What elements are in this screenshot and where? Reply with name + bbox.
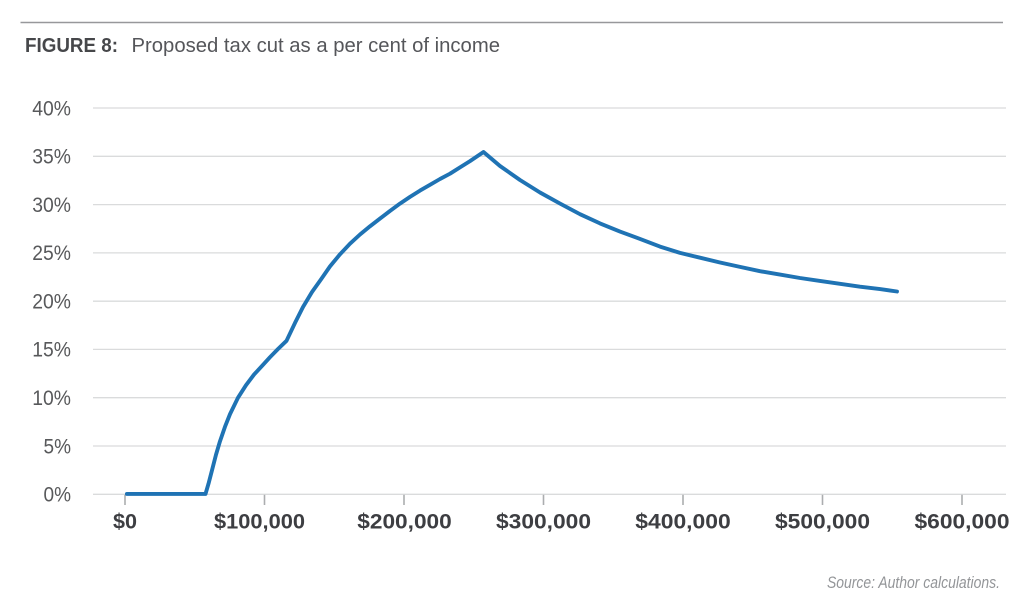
svg-text:$100,000: $100,000 [214, 510, 305, 533]
svg-text:FIGURE 8:: FIGURE 8: [25, 34, 118, 57]
svg-text:Proposed tax cut as a per cent: Proposed tax cut as a per cent of income [132, 34, 501, 57]
svg-text:40%: 40% [32, 97, 71, 120]
svg-text:10%: 10% [32, 387, 71, 410]
svg-text:$600,000: $600,000 [915, 510, 1010, 533]
svg-text:30%: 30% [32, 194, 71, 217]
svg-text:$300,000: $300,000 [496, 510, 591, 533]
svg-text:20%: 20% [32, 291, 71, 314]
svg-text:$400,000: $400,000 [635, 510, 731, 533]
svg-text:15%: 15% [32, 339, 71, 362]
svg-text:$500,000: $500,000 [775, 510, 870, 533]
svg-text:25%: 25% [32, 242, 71, 265]
svg-text:$0: $0 [113, 510, 137, 533]
svg-text:35%: 35% [32, 146, 71, 169]
svg-text:0%: 0% [44, 484, 72, 507]
svg-text:Source: Author calculations.: Source: Author calculations. [827, 573, 1000, 592]
svg-text:$200,000: $200,000 [357, 510, 452, 533]
svg-text:5%: 5% [44, 435, 72, 458]
